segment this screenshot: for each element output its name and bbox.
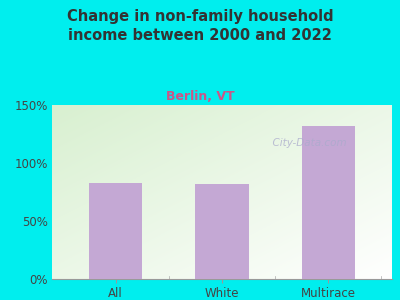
Bar — [196, 184, 248, 279]
Bar — [89, 183, 142, 279]
Text: Change in non-family household
income between 2000 and 2022: Change in non-family household income be… — [67, 9, 333, 43]
Text: Berlin, VT: Berlin, VT — [166, 90, 234, 103]
Text: City-Data.com: City-Data.com — [266, 138, 347, 148]
Bar — [302, 126, 355, 279]
